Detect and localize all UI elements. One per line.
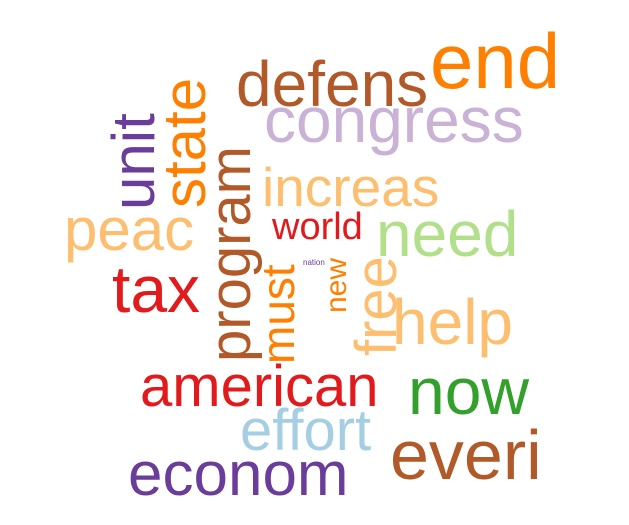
word-american: american — [140, 354, 379, 419]
word-world: world — [272, 206, 363, 248]
word-everi: everi — [390, 416, 542, 494]
word-econom: econom — [128, 440, 349, 509]
word-congress: congress — [264, 84, 524, 156]
word-must: must — [252, 264, 304, 364]
word-now: now — [408, 354, 530, 428]
word-free: free — [344, 256, 409, 356]
word-peac: peac — [64, 196, 195, 263]
word-increas: increas — [262, 156, 440, 218]
word-need: need — [376, 198, 519, 270]
word-tax: tax — [112, 252, 201, 326]
word-defens: defens — [236, 48, 429, 120]
word-help: help — [392, 286, 513, 358]
word-nation: nation — [303, 258, 325, 267]
word-end: end — [430, 17, 561, 105]
word-effort: effort — [240, 398, 372, 463]
